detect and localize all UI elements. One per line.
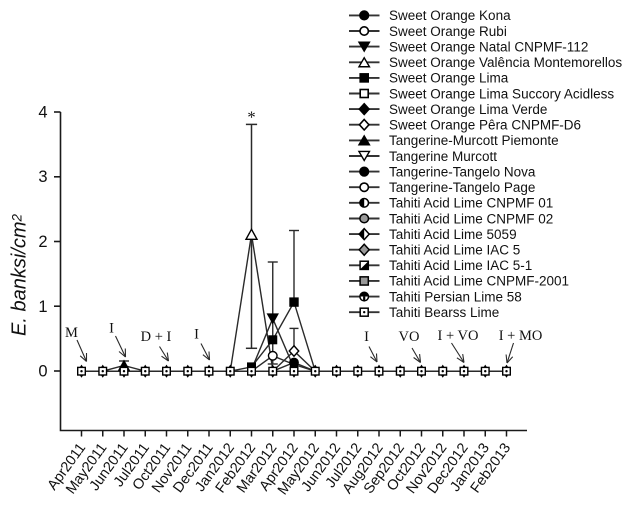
- svg-text:Tangerine-Murcott Piemonte: Tangerine-Murcott Piemonte: [389, 133, 559, 148]
- svg-text:2: 2: [38, 233, 47, 251]
- svg-text:Tahiti Bearss Lime: Tahiti Bearss Lime: [389, 305, 499, 320]
- svg-text:Tangerine-Tangelo Page: Tangerine-Tangelo Page: [389, 180, 535, 195]
- svg-text:Sweet Orange Rubi: Sweet Orange Rubi: [389, 24, 507, 39]
- svg-text:M: M: [65, 325, 78, 341]
- svg-text:I: I: [364, 329, 369, 345]
- svg-text:Tahiti Acid Lime IAC 5: Tahiti Acid Lime IAC 5: [389, 243, 520, 258]
- svg-text:Sweet Orange Lima Succory Acid: Sweet Orange Lima Succory Acidless: [389, 86, 614, 101]
- svg-text:Tahiti Acid Lime IAC 5-1: Tahiti Acid Lime IAC 5-1: [389, 258, 532, 273]
- svg-text:*: *: [247, 108, 255, 127]
- svg-text:I + VO: I + VO: [438, 328, 479, 344]
- svg-text:Tahiti Acid Lime 5059: Tahiti Acid Lime 5059: [389, 227, 517, 242]
- svg-text:D + I: D + I: [141, 329, 172, 345]
- svg-text:Sweet Orange Lima Verde: Sweet Orange Lima Verde: [389, 102, 547, 117]
- svg-text:Sweet Orange Lima: Sweet Orange Lima: [389, 71, 509, 86]
- svg-text:I + MO: I + MO: [499, 328, 543, 344]
- svg-text:0: 0: [38, 363, 47, 381]
- svg-text:E. banksi/cm2: E. banksi/cm2: [9, 214, 31, 336]
- svg-text:Sweet Orange Valência Montemor: Sweet Orange Valência Montemorellos: [389, 55, 622, 70]
- svg-text:I: I: [194, 327, 199, 343]
- svg-text:Sweet Orange Kona: Sweet Orange Kona: [389, 8, 511, 23]
- svg-text:VO: VO: [399, 329, 420, 345]
- svg-text:Tahiti Persian Lime 58: Tahiti Persian Lime 58: [389, 289, 522, 304]
- svg-text:1: 1: [38, 298, 47, 316]
- svg-text:Tangerine-Tangelo Nova: Tangerine-Tangelo Nova: [389, 164, 536, 179]
- svg-text:Tahiti Acid Lime CNPMF 01: Tahiti Acid Lime CNPMF 01: [389, 196, 553, 211]
- svg-text:Sweet Orange Pêra CNPMF-D6: Sweet Orange Pêra CNPMF-D6: [389, 118, 581, 133]
- svg-text:3: 3: [38, 168, 47, 186]
- svg-text:Sweet Orange Natal CNPMF-112: Sweet Orange Natal CNPMF-112: [389, 39, 588, 54]
- svg-text:I: I: [109, 321, 114, 337]
- svg-text:Tahiti Acid Lime CNPMF-2001: Tahiti Acid Lime CNPMF-2001: [389, 274, 569, 289]
- svg-text:Tahiti Acid Lime CNPMF 02: Tahiti Acid Lime CNPMF 02: [389, 211, 553, 226]
- svg-text:Tangerine Murcott: Tangerine Murcott: [389, 149, 497, 164]
- svg-text:4: 4: [38, 104, 47, 122]
